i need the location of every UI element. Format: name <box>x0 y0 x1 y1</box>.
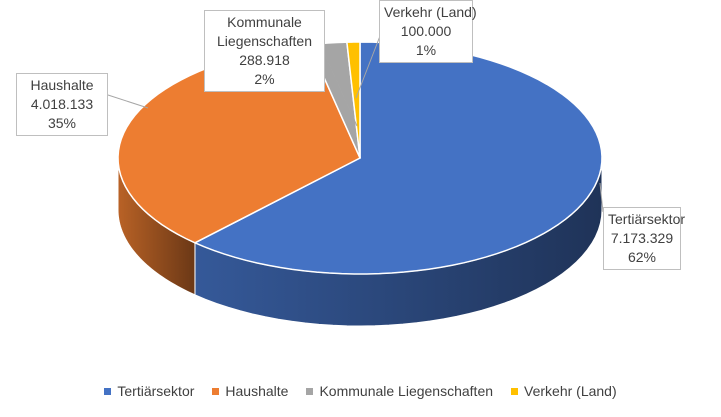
data-label-tertiärsektor: Tertiärsektor 7.173.329 62% <box>603 207 686 270</box>
legend: Tertiärsektor Haushalte Kommunale Liegensc… <box>0 383 721 399</box>
legend-item-kommunale-liegenschaften: Kommunale Liegenschaften <box>306 383 493 399</box>
data-label-category: Kommunale <box>227 14 302 30</box>
legend-item-haushalte: Haushalte <box>212 383 288 399</box>
data-label-haushalte: Haushalte 4.018.133 35% <box>16 73 108 136</box>
leader-line-kommunale-liegenschaften <box>324 54 358 127</box>
legend-label: Haushalte <box>225 383 289 399</box>
data-label-category: Liegenschaften <box>217 33 312 49</box>
legend-swatch <box>104 387 112 395</box>
data-label-category: Verkehr (Land) <box>384 4 477 20</box>
legend-label: Kommunale Liegenschaften <box>319 383 494 399</box>
pie-slice-verkehr-land <box>346 41 361 159</box>
data-label-kommunale-liegenschaften: Kommunale Liegenschaften 288.918 2% <box>204 10 325 92</box>
data-label-percent: 62% <box>627 249 657 265</box>
data-label-value: 288.918 <box>239 52 290 68</box>
legend-swatch <box>511 387 519 395</box>
leader-line-haushalte <box>107 94 149 109</box>
data-label-category: Haushalte <box>30 77 94 93</box>
legend-label: Verkehr (Land) <box>524 383 617 399</box>
data-label-percent: 1% <box>415 42 437 58</box>
data-label-category: Tertiärsektor <box>608 211 686 227</box>
data-label-value: 4.018.133 <box>30 96 94 112</box>
data-label-percent: 35% <box>47 115 77 131</box>
pie-slice-tertiärsektor <box>194 41 603 275</box>
leader-line-verkehr-land <box>355 35 381 99</box>
legend-swatch <box>306 387 314 395</box>
data-label-verkehr-land: Verkehr (Land) 100.000 1% <box>379 0 477 63</box>
data-label-value: 7.173.329 <box>610 230 674 246</box>
data-label-percent: 2% <box>254 71 275 87</box>
legend-label: Tertiärsektor <box>117 383 195 399</box>
legend-item-verkehr-land: Verkehr (Land) <box>511 383 617 399</box>
data-label-value: 100.000 <box>400 23 452 39</box>
leader-line-tertiärsektor <box>599 182 604 213</box>
legend-swatch <box>212 387 220 395</box>
legend-item-tertiärsektor: Tertiärsektor <box>104 383 194 399</box>
